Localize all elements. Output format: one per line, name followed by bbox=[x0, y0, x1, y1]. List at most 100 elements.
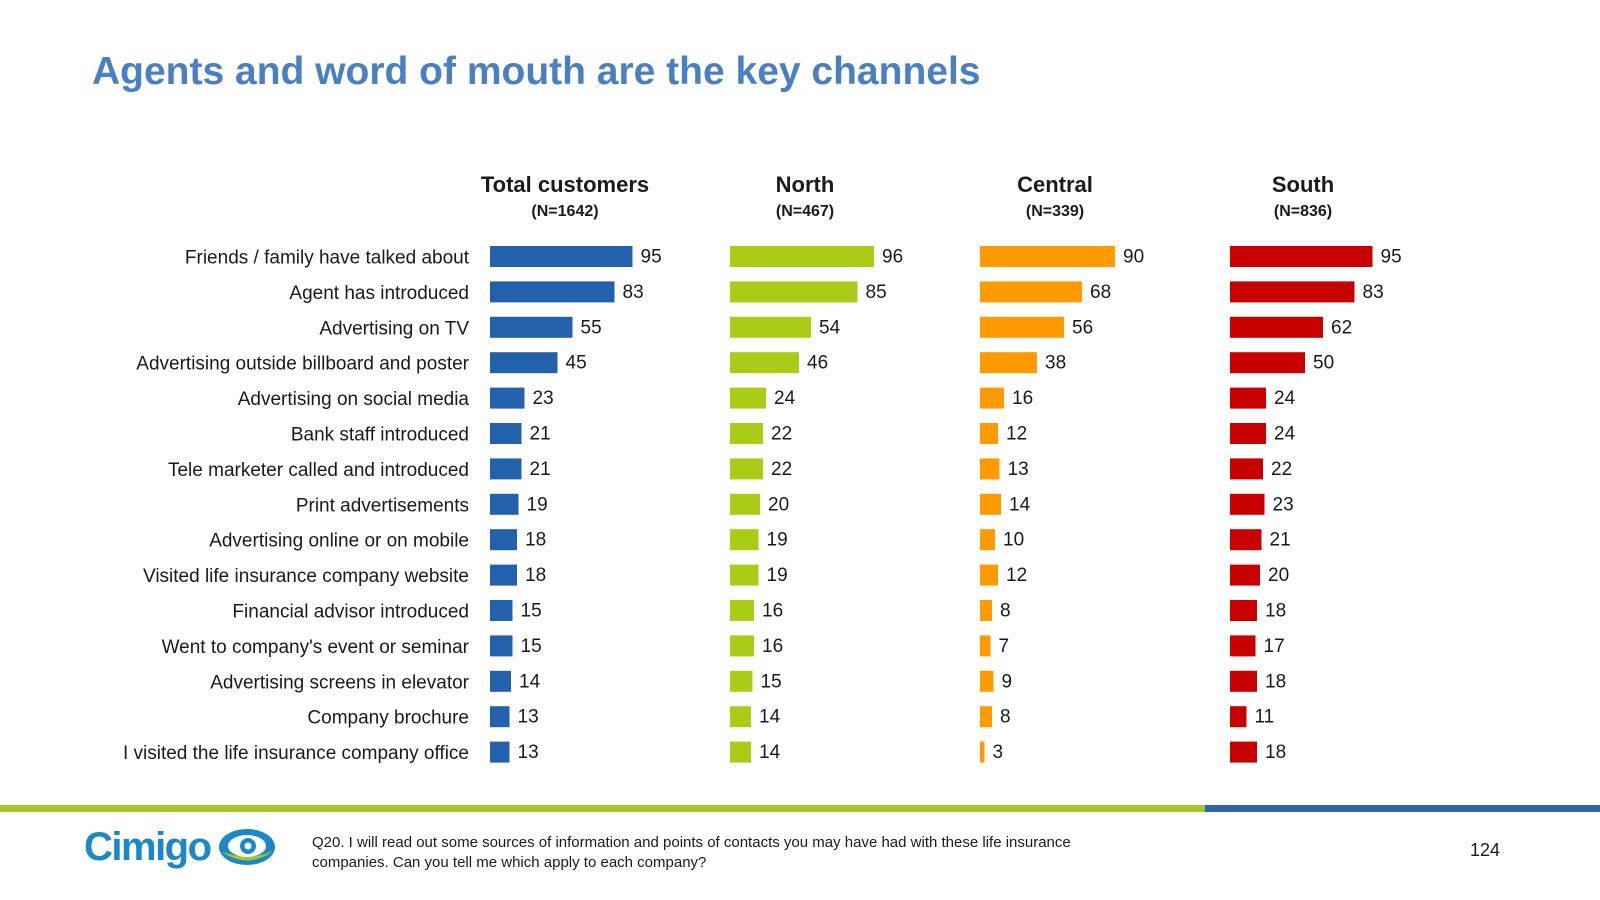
bar bbox=[1230, 600, 1257, 621]
bar bbox=[490, 741, 510, 763]
bar bbox=[980, 458, 1000, 480]
data-label: 18 bbox=[525, 565, 546, 586]
bar bbox=[1230, 564, 1260, 586]
bar bbox=[490, 423, 522, 444]
bar bbox=[730, 423, 763, 444]
bar bbox=[1230, 458, 1263, 480]
bar bbox=[730, 529, 759, 551]
data-label: 45 bbox=[566, 353, 587, 374]
data-label: 96 bbox=[882, 247, 903, 268]
series-header: North bbox=[776, 172, 835, 197]
bar bbox=[980, 706, 992, 728]
page-title: Agents and word of mouth are the key cha… bbox=[92, 50, 981, 93]
series-sample-size: (N=339) bbox=[1026, 203, 1084, 220]
data-label: 14 bbox=[759, 707, 781, 728]
bar bbox=[1230, 246, 1373, 267]
data-label: 85 bbox=[866, 282, 887, 303]
bar bbox=[1230, 281, 1355, 303]
data-label: 68 bbox=[1090, 282, 1111, 303]
data-label: 15 bbox=[521, 636, 542, 657]
data-label: 54 bbox=[819, 317, 841, 338]
bar bbox=[980, 600, 992, 621]
data-label: 7 bbox=[999, 636, 1010, 657]
bar bbox=[490, 458, 522, 480]
footer-divider-blue bbox=[1205, 805, 1600, 812]
data-label: 62 bbox=[1331, 317, 1352, 338]
bar bbox=[1230, 670, 1257, 692]
bar bbox=[490, 564, 517, 586]
data-label: 83 bbox=[623, 282, 644, 303]
bar bbox=[1230, 529, 1262, 551]
data-label: 16 bbox=[1012, 388, 1033, 409]
data-label: 24 bbox=[1274, 388, 1296, 409]
data-label: 21 bbox=[530, 424, 551, 445]
bar bbox=[490, 387, 525, 409]
bar bbox=[1230, 423, 1266, 444]
data-label: 18 bbox=[1265, 742, 1286, 763]
data-label: 15 bbox=[761, 671, 782, 692]
bar bbox=[980, 741, 985, 763]
data-label: 24 bbox=[1274, 424, 1296, 445]
bar bbox=[730, 741, 751, 763]
bar bbox=[1230, 316, 1323, 338]
bar bbox=[490, 600, 513, 621]
data-label: 21 bbox=[1270, 530, 1291, 551]
data-label: 20 bbox=[768, 494, 789, 515]
grouped-bar-chart: Friends / family have talked about Agent … bbox=[123, 172, 1402, 764]
data-label: 19 bbox=[767, 530, 788, 551]
series-header: Total customers bbox=[481, 172, 649, 197]
bar bbox=[980, 281, 1082, 303]
page-number: 124 bbox=[1470, 840, 1501, 860]
data-label: 24 bbox=[774, 388, 796, 409]
data-label: 55 bbox=[581, 317, 602, 338]
data-label: 13 bbox=[1008, 459, 1029, 480]
footer-divider-green bbox=[0, 805, 1205, 812]
data-label: 83 bbox=[1363, 282, 1384, 303]
category-label: Friends / family have talked about bbox=[185, 248, 470, 269]
category-label: Advertising online or on mobile bbox=[209, 531, 469, 552]
bar bbox=[980, 635, 991, 657]
data-label: 8 bbox=[1000, 601, 1011, 622]
data-label: 95 bbox=[1381, 247, 1402, 268]
category-label: Advertising on social media bbox=[238, 389, 470, 410]
data-label: 12 bbox=[1006, 565, 1027, 586]
bar bbox=[490, 316, 573, 338]
bar bbox=[730, 352, 799, 374]
bar bbox=[490, 352, 558, 374]
data-label: 22 bbox=[771, 424, 792, 445]
category-label: I visited the life insurance company off… bbox=[123, 743, 469, 764]
bar bbox=[980, 493, 1001, 515]
cimigo-logo: Cimigo bbox=[84, 826, 277, 868]
category-label: Advertising screens in elevator bbox=[210, 672, 469, 693]
category-label: Bank staff introduced bbox=[291, 425, 469, 446]
bar bbox=[730, 246, 874, 267]
data-label: 95 bbox=[641, 247, 662, 268]
series-header: South bbox=[1272, 172, 1334, 197]
data-label: 38 bbox=[1045, 353, 1066, 374]
bar bbox=[490, 670, 511, 692]
data-label: 46 bbox=[807, 353, 828, 374]
category-label: Tele marketer called and introduced bbox=[168, 460, 469, 481]
data-label: 23 bbox=[1273, 494, 1294, 515]
bar bbox=[980, 316, 1064, 338]
data-label: 23 bbox=[533, 388, 554, 409]
bar bbox=[490, 493, 519, 515]
bar bbox=[1230, 706, 1247, 728]
data-label: 15 bbox=[521, 601, 542, 622]
bar bbox=[490, 246, 633, 267]
bar bbox=[730, 387, 766, 409]
data-label: 18 bbox=[525, 530, 546, 551]
bar bbox=[730, 635, 754, 657]
bar bbox=[490, 635, 513, 657]
bar bbox=[730, 316, 811, 338]
data-label: 18 bbox=[1265, 601, 1286, 622]
category-label: Financial advisor introduced bbox=[232, 602, 469, 623]
category-label: Advertising outside billboard and poster bbox=[136, 354, 469, 375]
data-label: 50 bbox=[1313, 353, 1334, 374]
bar bbox=[490, 706, 510, 728]
data-label: 90 bbox=[1123, 247, 1144, 268]
category-label: Print advertisements bbox=[296, 495, 469, 516]
bar bbox=[730, 706, 751, 728]
bar bbox=[730, 458, 763, 480]
bar bbox=[1230, 352, 1305, 374]
